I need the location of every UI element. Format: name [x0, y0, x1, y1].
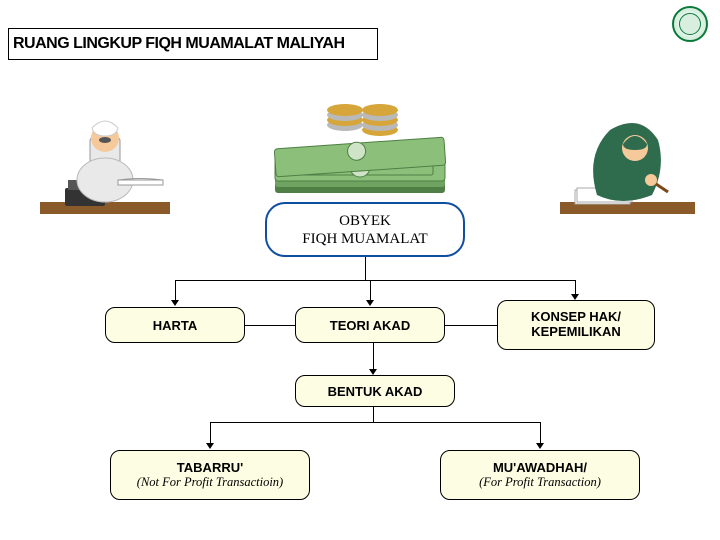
- page-title: RUANG LINGKUP FIQH MUAMALAT MALIYAH: [8, 28, 378, 60]
- node-harta: HARTA: [105, 307, 245, 343]
- connector: [575, 280, 576, 295]
- connector: [175, 280, 176, 300]
- clipart-woman-icon: [555, 110, 700, 230]
- connector: [210, 422, 540, 423]
- connector: [175, 280, 575, 281]
- connector: [540, 422, 541, 444]
- node-muawadhah: MU'AWADHAH/ (For Profit Transaction): [440, 450, 640, 500]
- arrowhead-icon: [536, 443, 544, 449]
- teori-label: TEORI AKAD: [330, 318, 410, 333]
- bentuk-label: BENTUK AKAD: [328, 384, 423, 399]
- muawad-title: MU'AWADHAH/: [493, 460, 587, 475]
- node-obyek: OBYEK FIQH MUAMALAT: [265, 202, 465, 257]
- connector: [373, 407, 374, 422]
- clipart-money-icon: [245, 85, 475, 200]
- halal-logo-icon: [672, 6, 708, 42]
- arrowhead-icon: [366, 300, 374, 306]
- title-text: RUANG LINGKUP FIQH MUAMALAT MALIYAH: [13, 35, 345, 53]
- connector: [445, 325, 497, 326]
- harta-label: HARTA: [153, 318, 198, 333]
- connector: [210, 422, 211, 444]
- connector: [370, 280, 371, 300]
- muawad-sub: (For Profit Transaction): [479, 475, 601, 490]
- arrowhead-icon: [369, 369, 377, 375]
- tabarru-title: TABARRU': [177, 460, 243, 475]
- node-bentuk-akad: BENTUK AKAD: [295, 375, 455, 407]
- arrowhead-icon: [171, 300, 179, 306]
- tabarru-sub: (Not For Profit Transactioin): [137, 475, 283, 490]
- obyek-line1: OBYEK: [339, 212, 391, 230]
- node-tabarru: TABARRU' (Not For Profit Transactioin): [110, 450, 310, 500]
- clipart-man-icon: [30, 110, 180, 230]
- connector: [245, 325, 295, 326]
- connector: [365, 257, 366, 280]
- konsep-line2: KEPEMILIKAN: [531, 325, 621, 340]
- node-teori-akad: TEORI AKAD: [295, 307, 445, 343]
- arrowhead-icon: [571, 294, 579, 300]
- konsep-line1: KONSEP HAK/: [531, 310, 621, 325]
- node-konsep-hak: KONSEP HAK/ KEPEMILIKAN: [497, 300, 655, 350]
- obyek-line2: FIQH MUAMALAT: [302, 230, 427, 248]
- arrowhead-icon: [206, 443, 214, 449]
- connector: [373, 343, 374, 370]
